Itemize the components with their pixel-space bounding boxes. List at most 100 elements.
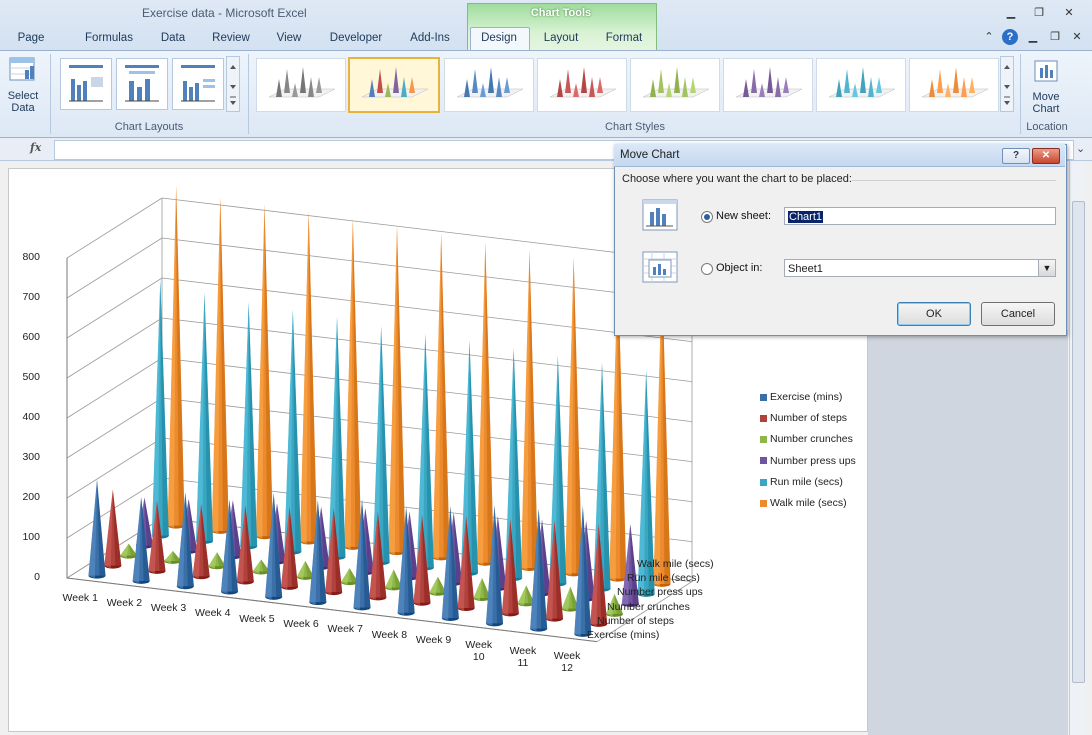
chart-cone[interactable] [388, 226, 406, 556]
tab-view[interactable]: View [276, 32, 302, 44]
select-data-icon[interactable] [8, 56, 38, 84]
tab-format[interactable]: Format [605, 32, 643, 44]
tab-developer[interactable]: Developer [329, 32, 383, 44]
chart-cone[interactable] [284, 309, 302, 555]
chart-cone[interactable] [593, 362, 611, 592]
legend-item[interactable]: Run mile (secs) [760, 476, 843, 490]
chart-cone[interactable] [385, 569, 403, 591]
chart-cone[interactable] [416, 333, 434, 571]
ok-button[interactable]: OK [897, 302, 971, 326]
chart-cone[interactable] [621, 523, 639, 607]
chart-cone[interactable] [252, 559, 270, 575]
chart-layout-3[interactable] [172, 58, 224, 110]
chart-cone[interactable] [192, 504, 210, 580]
minimize-window-icon[interactable]: ▁ [1006, 7, 1016, 19]
chart-cone[interactable] [413, 514, 431, 606]
legend-item[interactable]: Walk mile (secs) [760, 497, 847, 511]
chart-cone[interactable] [88, 479, 106, 579]
cancel-button[interactable]: Cancel [981, 302, 1055, 326]
chart-cone[interactable] [517, 585, 535, 607]
workbook-restore-icon[interactable]: ❐ [1050, 31, 1060, 43]
chart-style-green[interactable] [630, 58, 720, 112]
chart-cone[interactable] [637, 369, 655, 597]
formula-expand-icon[interactable]: ⌄ [1076, 143, 1086, 155]
object-in-radio[interactable] [701, 263, 713, 275]
chart-cone[interactable] [208, 552, 226, 570]
move-chart-button[interactable]: Move Chart [1024, 91, 1068, 115]
chart-cone[interactable] [256, 204, 273, 540]
chart-style-orange[interactable] [909, 58, 999, 112]
dialog-close-button[interactable]: ✕ [1032, 148, 1060, 164]
scroll-thumb[interactable] [1072, 201, 1085, 683]
chevron-down-icon[interactable]: ▼ [1038, 260, 1055, 276]
chart-cone[interactable] [132, 496, 150, 584]
legend-item[interactable]: Exercise (mins) [760, 391, 842, 405]
chart-cone[interactable] [344, 218, 362, 550]
chart-cone[interactable] [196, 292, 213, 544]
chart-cone[interactable] [429, 576, 447, 596]
select-data-button[interactable]: Select Data [0, 90, 46, 114]
chart-cone[interactable] [590, 523, 608, 627]
chart-style-multicolor[interactable] [348, 57, 440, 113]
chart-cone[interactable] [653, 271, 671, 587]
chart-cone[interactable] [461, 340, 478, 576]
chart-style-blue[interactable] [444, 58, 534, 112]
new-sheet-radio[interactable] [701, 211, 713, 223]
restore-window-icon[interactable]: ❐ [1034, 7, 1044, 19]
chart-cone[interactable] [325, 508, 343, 596]
chart-cone[interactable] [549, 355, 567, 587]
object-in-select[interactable]: Sheet1 [784, 259, 1056, 277]
chart-cone[interactable] [104, 489, 122, 569]
fx-icon[interactable]: fx [30, 141, 42, 154]
chart-layout-2[interactable] [116, 58, 168, 110]
help-icon[interactable]: ? [1002, 29, 1018, 45]
chart-cone[interactable] [530, 508, 548, 632]
chart-cone[interactable] [300, 211, 318, 545]
chart-cone[interactable] [521, 250, 538, 572]
chart-style-gray[interactable] [256, 58, 346, 112]
move-chart-icon[interactable] [1032, 58, 1060, 86]
tab-review[interactable]: Review [212, 32, 250, 44]
chart-cone[interactable] [296, 560, 314, 580]
chart-cone[interactable] [309, 500, 327, 606]
legend-item[interactable]: Number press ups [760, 455, 856, 469]
chart-styles-scroll[interactable] [1000, 56, 1014, 112]
workbook-minimize-icon[interactable]: ▁ [1028, 31, 1038, 43]
chart-style-red[interactable] [537, 58, 627, 112]
chart-cone[interactable] [167, 185, 185, 529]
workbook-close-icon[interactable]: ✕ [1072, 31, 1082, 43]
chart-cone[interactable] [609, 264, 627, 582]
new-sheet-name-input[interactable]: Chart1 [784, 207, 1056, 225]
chart-cone[interactable] [505, 348, 523, 582]
chart-cone[interactable] [397, 506, 415, 616]
tab-add-ins[interactable]: Add-Ins [410, 32, 450, 44]
chart-cone[interactable] [328, 316, 346, 560]
chart-cone[interactable] [432, 233, 450, 561]
dialog-help-button[interactable]: ? [1002, 148, 1030, 164]
chart-cone[interactable] [457, 516, 475, 612]
chart-cone[interactable] [236, 505, 254, 585]
chart-cone[interactable] [120, 543, 138, 559]
chart-cone[interactable] [369, 511, 387, 601]
chart-cone[interactable] [265, 492, 283, 600]
chart-layout-1[interactable] [60, 58, 112, 110]
tab-formulas[interactable]: Formulas [85, 32, 133, 44]
chart-cone[interactable] [501, 519, 519, 617]
chart-cone[interactable] [546, 520, 563, 622]
tab-layout[interactable]: Layout [543, 32, 579, 44]
chart-cone[interactable] [486, 505, 503, 627]
chart-cone[interactable] [565, 257, 583, 577]
chart-style-aqua[interactable] [816, 58, 906, 112]
chart-cone[interactable] [151, 279, 169, 539]
chart-cone[interactable] [176, 492, 194, 590]
chart-cone[interactable] [606, 593, 623, 617]
close-window-icon[interactable]: ✕ [1064, 7, 1074, 19]
chart-style-purple[interactable] [723, 58, 813, 112]
chart-cone[interactable] [476, 242, 494, 566]
chart-cone[interactable] [353, 499, 371, 611]
chart-cone[interactable] [221, 499, 238, 595]
chart-layouts-scroll[interactable] [226, 56, 240, 112]
chart-cone[interactable] [372, 326, 390, 566]
chart-cone[interactable] [281, 506, 298, 590]
vertical-scrollbar[interactable] [1069, 161, 1086, 735]
